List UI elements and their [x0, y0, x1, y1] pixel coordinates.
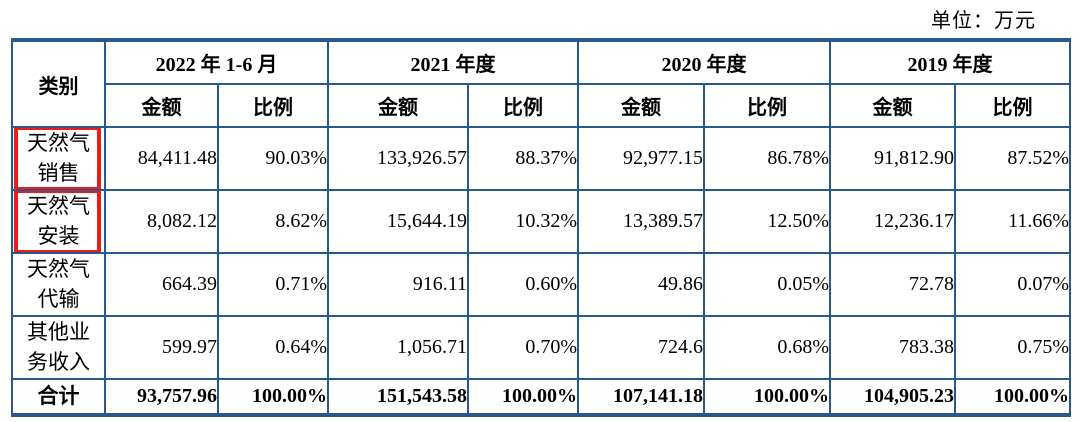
total-ratio-cell: 100.00%	[703, 377, 832, 416]
amount-cell: 91,812.90	[829, 126, 957, 191]
amount-header-2022: 金额	[104, 83, 219, 128]
amount-cell: 783.38	[829, 314, 957, 380]
amount-cell: 916.11	[327, 251, 470, 317]
amount-cell: 49.86	[577, 251, 706, 317]
total-amount-cell: 107,141.18	[577, 377, 706, 416]
category-header-cell: 类别	[11, 39, 106, 128]
category-cell: 天然气 销售	[11, 126, 106, 191]
revenue-breakdown-table: 类别 2022 年 1-6 月 2021 年度 2020 年度 2019 年度 …	[11, 38, 1072, 417]
total-ratio-cell: 100.00%	[954, 377, 1072, 416]
period-header-2020: 2020 年度	[577, 39, 832, 85]
ratio-cell: 0.64%	[216, 314, 330, 380]
amount-header-2019: 金额	[829, 83, 957, 128]
table-row-total: 合计 93,757.96 100.00% 151,543.58 100.00% …	[11, 377, 1072, 416]
ratio-cell: 0.60%	[467, 251, 580, 317]
ratio-cell: 87.52%	[954, 126, 1072, 191]
ratio-header-2020: 比例	[703, 83, 832, 128]
amount-cell: 84,411.48	[104, 126, 219, 191]
ratio-cell: 0.07%	[954, 251, 1072, 317]
period-header-2019: 2019 年度	[829, 39, 1072, 85]
category-label: 天然气 安装	[27, 193, 90, 249]
total-ratio-cell: 100.00%	[216, 377, 330, 416]
table-row-other-business-income: 其他业 务收入 599.97 0.64% 1,056.71 0.70% 724.…	[11, 314, 1072, 380]
amount-cell: 12,236.17	[829, 188, 957, 254]
total-amount-cell: 104,905.23	[829, 377, 957, 416]
ratio-header-2019: 比例	[954, 83, 1072, 128]
category-label: 其他业 务收入	[27, 319, 90, 375]
category-cell: 其他业 务收入	[11, 314, 106, 380]
amount-cell: 664.39	[104, 251, 219, 317]
total-ratio-cell: 100.00%	[467, 377, 580, 416]
table-row-natural-gas-sales: 天然气 销售 84,411.48 90.03% 133,926.57 88.37…	[11, 126, 1072, 191]
total-amount-cell: 93,757.96	[104, 377, 219, 416]
amount-header-2021: 金额	[327, 83, 470, 128]
ratio-cell: 88.37%	[467, 126, 580, 191]
amount-cell: 92,977.15	[577, 126, 706, 191]
total-label-cell: 合计	[11, 377, 106, 416]
total-label: 合计	[37, 383, 80, 408]
header-row-subcolumns: 金额 比例 金额 比例 金额 比例 金额 比例	[12, 83, 1072, 128]
table-row-natural-gas-transmission: 天然气 代输 664.39 0.71% 916.11 0.60% 49.86 0…	[11, 251, 1072, 317]
amount-cell: 599.97	[104, 314, 219, 380]
period-header-2021: 2021 年度	[327, 39, 580, 85]
category-label: 天然气 销售	[27, 131, 90, 186]
ratio-cell: 0.05%	[703, 251, 832, 317]
unit-label: 单位：万元	[931, 10, 1036, 32]
ratio-cell: 12.50%	[703, 188, 832, 254]
category-label: 天然气 代输	[27, 256, 90, 312]
amount-cell: 13,389.57	[577, 188, 706, 254]
amount-cell: 72.78	[829, 251, 957, 317]
ratio-cell: 86.78%	[703, 126, 832, 191]
amount-cell: 133,926.57	[327, 126, 470, 191]
ratio-cell: 10.32%	[467, 188, 580, 254]
ratio-header-2022: 比例	[216, 83, 330, 128]
amount-cell: 1,056.71	[327, 314, 470, 380]
ratio-header-2021: 比例	[467, 83, 580, 128]
amount-header-2020: 金额	[577, 83, 706, 128]
amount-cell: 15,644.19	[327, 188, 470, 254]
period-header-2022: 2022 年 1-6 月	[103, 39, 330, 85]
ratio-cell: 0.75%	[954, 314, 1072, 380]
ratio-cell: 0.70%	[467, 314, 580, 380]
ratio-cell: 11.66%	[954, 188, 1072, 254]
amount-cell: 8,082.12	[104, 188, 219, 254]
header-row-periods: 类别 2022 年 1-6 月 2021 年度 2020 年度 2019 年度	[11, 39, 1072, 128]
ratio-cell: 8.62%	[216, 188, 330, 254]
ratio-cell: 0.71%	[216, 251, 330, 317]
ratio-cell: 0.68%	[703, 314, 832, 380]
total-amount-cell: 151,543.58	[327, 377, 470, 416]
category-cell: 天然气 代输	[11, 251, 106, 317]
ratio-cell: 90.03%	[216, 126, 330, 191]
category-cell: 天然气 安装	[11, 188, 106, 254]
table-row-natural-gas-installation: 天然气 安装 8,082.12 8.62% 15,644.19 10.32% 1…	[11, 188, 1072, 254]
amount-cell: 724.6	[577, 314, 706, 380]
